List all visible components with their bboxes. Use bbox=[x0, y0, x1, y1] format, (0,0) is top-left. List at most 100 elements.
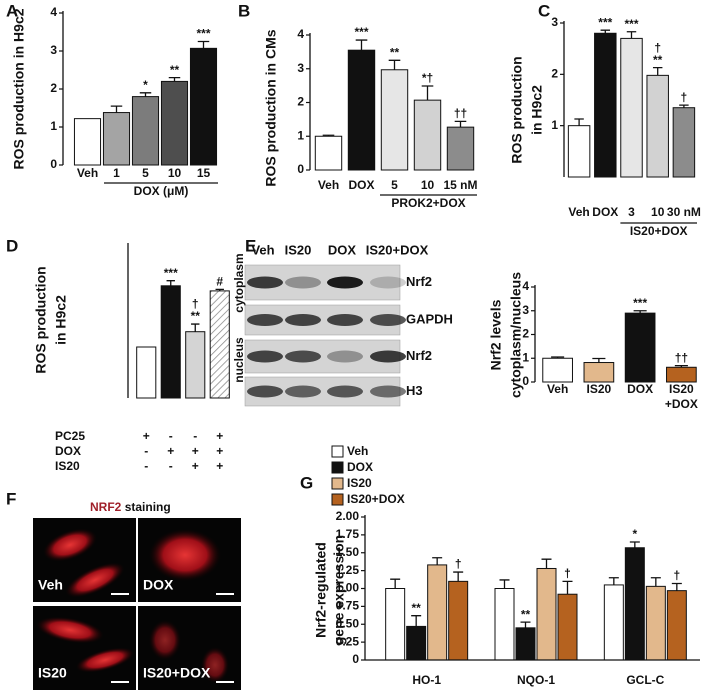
lane-label: IS20 bbox=[285, 242, 312, 257]
x-tick-label: 10 bbox=[421, 178, 435, 192]
legend-label: Veh bbox=[347, 444, 368, 458]
stained-cell bbox=[201, 647, 229, 683]
y-axis-label: Nrf2-regulated bbox=[313, 542, 329, 638]
bar bbox=[136, 346, 157, 399]
panel-label: D bbox=[6, 236, 18, 255]
error-bar bbox=[355, 39, 368, 51]
error-bar bbox=[626, 31, 637, 39]
error-bar bbox=[454, 120, 467, 128]
significance-label: ** bbox=[653, 53, 663, 67]
blot-band bbox=[370, 385, 406, 398]
condition-mark: + bbox=[167, 444, 174, 458]
x-tick-label: 5 bbox=[391, 178, 398, 192]
bar bbox=[73, 118, 102, 166]
y-tick-label: 0.50 bbox=[336, 616, 360, 630]
error-bar bbox=[608, 577, 619, 585]
bar bbox=[542, 357, 573, 383]
condition-mark: - bbox=[193, 429, 197, 443]
error-bar bbox=[215, 288, 224, 291]
bar bbox=[427, 564, 448, 661]
error-bar bbox=[674, 364, 688, 368]
significance-label: * bbox=[632, 527, 637, 541]
bar bbox=[624, 312, 656, 383]
x-tick-label: DOX bbox=[348, 178, 374, 192]
error-bar bbox=[197, 40, 210, 49]
significance-label: ** bbox=[411, 601, 421, 615]
y-tick-label: 3 bbox=[522, 303, 529, 317]
significance-label: *** bbox=[633, 296, 647, 310]
stained-cell bbox=[43, 528, 97, 562]
legend-swatch bbox=[331, 445, 344, 458]
y-tick-label: 4 bbox=[50, 5, 57, 19]
bar bbox=[603, 584, 624, 661]
error-bar bbox=[411, 615, 422, 627]
condition-mark: - bbox=[169, 459, 173, 473]
y-tick-label: 2 bbox=[50, 81, 57, 95]
x-tick-label: 1 bbox=[113, 166, 120, 180]
significance-label: † bbox=[455, 557, 462, 571]
panel-label: A bbox=[6, 1, 18, 20]
blot-band bbox=[327, 385, 363, 398]
bar bbox=[314, 135, 343, 171]
significance-label: ** bbox=[191, 309, 201, 323]
condition-mark: + bbox=[192, 459, 199, 473]
y-tick-label: 1.25 bbox=[336, 563, 360, 577]
blot-band bbox=[285, 314, 321, 326]
error-bar bbox=[541, 558, 552, 569]
error-bar bbox=[600, 29, 611, 34]
significance-label: * bbox=[143, 78, 148, 92]
legend-swatch bbox=[331, 477, 344, 490]
bar bbox=[594, 32, 617, 178]
x-tick-label: DOX bbox=[627, 382, 653, 396]
bar bbox=[567, 125, 591, 178]
error-bar bbox=[652, 67, 663, 76]
x-tick-label: Veh bbox=[547, 382, 568, 396]
significance-label: † bbox=[654, 41, 661, 55]
bar bbox=[185, 331, 206, 399]
bar bbox=[209, 290, 230, 399]
row-label: GAPDH bbox=[406, 311, 453, 326]
bar bbox=[131, 96, 160, 166]
error-bar bbox=[592, 357, 606, 363]
x-tick-label: GCL-C bbox=[626, 673, 664, 687]
blot-band bbox=[370, 350, 406, 363]
y-tick-label: 0.25 bbox=[336, 634, 360, 648]
staining-title: NRF2 staining bbox=[90, 500, 171, 514]
error-bar bbox=[551, 356, 565, 359]
bar bbox=[385, 588, 406, 661]
stained-cell bbox=[36, 616, 104, 644]
y-tick-label: 4 bbox=[522, 279, 529, 293]
legend-label: DOX bbox=[347, 460, 373, 474]
bar bbox=[557, 593, 578, 661]
x-tick-label: 3 bbox=[628, 205, 635, 219]
bar bbox=[189, 47, 218, 166]
y-tick-label: 2 bbox=[522, 327, 529, 341]
bar bbox=[347, 49, 376, 171]
significance-label: ** bbox=[390, 45, 400, 59]
x-tick-label: IS20 bbox=[587, 382, 612, 396]
blot-band bbox=[247, 385, 283, 398]
significance-label: *** bbox=[598, 15, 612, 29]
blot-band bbox=[327, 350, 363, 363]
y-tick-label: 2 bbox=[297, 95, 304, 109]
significance-label: ** bbox=[521, 607, 531, 621]
x-tick-label: Veh bbox=[568, 205, 589, 219]
significance-label: † bbox=[673, 569, 680, 583]
blot-band bbox=[247, 314, 283, 326]
y-tick-label: 3 bbox=[297, 61, 304, 75]
x-tick-label: DOX bbox=[592, 205, 618, 219]
blot-band bbox=[327, 276, 363, 289]
condition-mark: + bbox=[192, 444, 199, 458]
error-bar bbox=[520, 621, 531, 628]
bar bbox=[406, 625, 427, 661]
stained-cell bbox=[149, 620, 181, 660]
row-label: H3 bbox=[406, 383, 423, 398]
significance-label: ** bbox=[170, 63, 180, 77]
bar bbox=[583, 362, 615, 383]
error-bar bbox=[650, 577, 661, 587]
error-bar bbox=[562, 580, 573, 595]
error-bar bbox=[499, 579, 510, 589]
condition-name: PC25 bbox=[55, 429, 85, 443]
y-axis-label: gene expression bbox=[331, 535, 347, 646]
significance-label: *** bbox=[624, 17, 638, 31]
